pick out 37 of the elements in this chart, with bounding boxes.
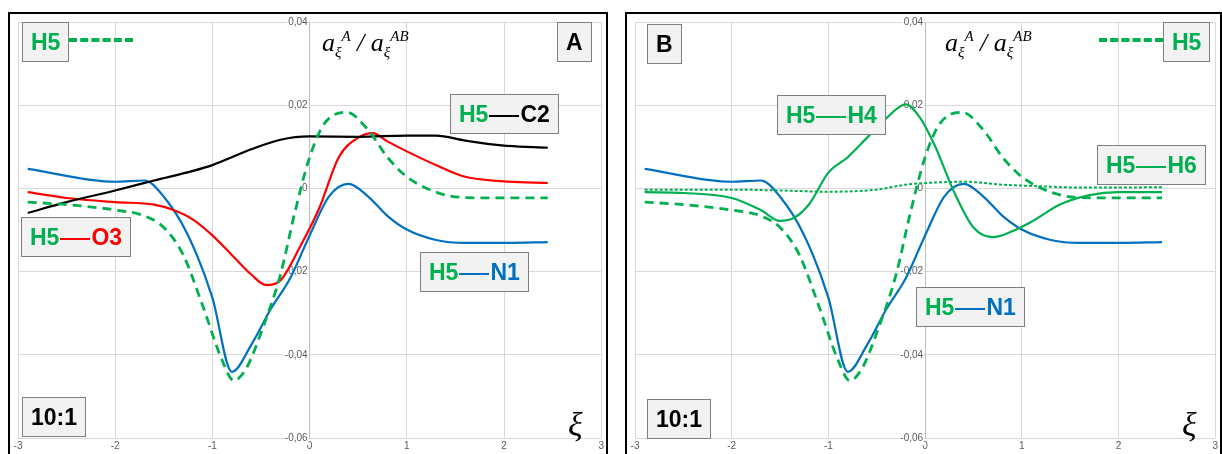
text: H5 N1 xyxy=(429,259,520,285)
text: H5 C2 xyxy=(459,101,550,127)
line-series xyxy=(26,134,549,215)
x-tick-label: 1 xyxy=(1019,439,1026,451)
line-series xyxy=(26,167,549,373)
y-tick-label: 0,02 xyxy=(288,98,309,110)
text: H5 N1 xyxy=(925,294,1016,320)
x-axis-title: ξ xyxy=(568,406,583,444)
y-tick-label: -0,06 xyxy=(900,431,924,443)
y-tick-label: -0,06 xyxy=(284,431,309,443)
x-tick-label: -1 xyxy=(207,439,218,451)
x-tick-label: 1 xyxy=(404,439,411,451)
text: H5 H6 xyxy=(1106,152,1197,178)
y-tick-label: 0 xyxy=(302,182,309,194)
x-tick-label: 3 xyxy=(598,439,605,451)
legend-label: H5 xyxy=(22,22,70,62)
x-tick-label: 2 xyxy=(1115,439,1122,451)
text: H5 H4 xyxy=(786,102,877,128)
x-tick-label: 3 xyxy=(1212,439,1219,451)
y-tick-label: 0,04 xyxy=(288,15,309,27)
legend-label: H5 xyxy=(1163,22,1211,62)
line-series xyxy=(26,131,549,287)
x-tick-label: -1 xyxy=(823,439,834,451)
x-tick-label: 2 xyxy=(501,439,508,451)
x-tick-label: -2 xyxy=(110,439,121,451)
annotation: B xyxy=(647,24,682,64)
x-tick-label: -3 xyxy=(630,439,640,451)
x-axis-title: ξ xyxy=(1182,406,1197,444)
annotation: 10:1 xyxy=(22,397,87,437)
annotation: 10:1 xyxy=(647,399,712,439)
y-tick-label: -0,04 xyxy=(900,348,924,360)
text: H5 O3 xyxy=(30,224,123,250)
y-tick-label: 0,04 xyxy=(903,15,924,27)
annotation: A xyxy=(557,22,592,62)
x-tick-label: -3 xyxy=(13,439,23,451)
y-tick-label: -0,04 xyxy=(284,348,309,360)
x-tick-label: -2 xyxy=(727,439,737,451)
